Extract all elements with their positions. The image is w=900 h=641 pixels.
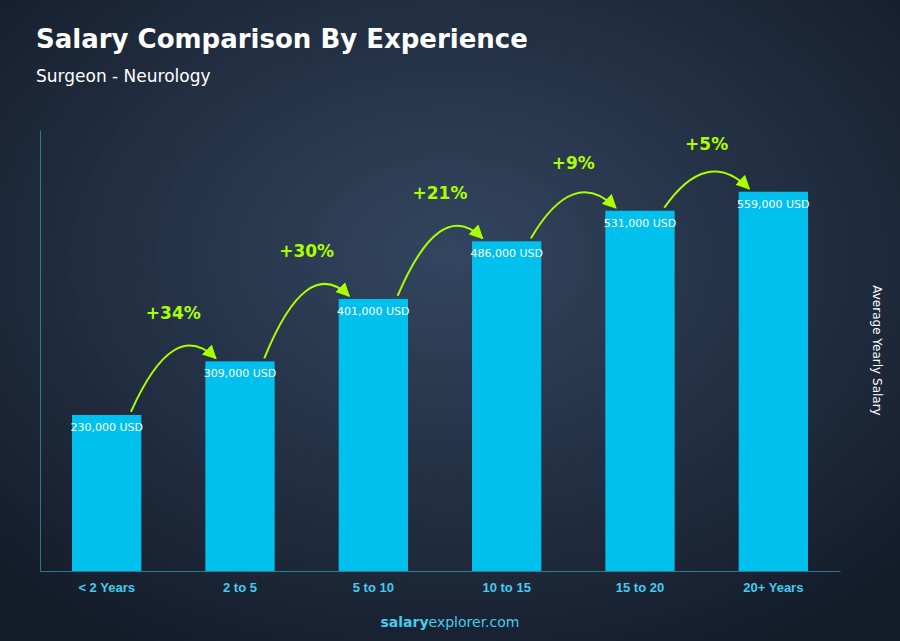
bar: [472, 241, 541, 571]
data-label: 486,000 USD: [470, 247, 543, 260]
data-label: 309,000 USD: [204, 367, 277, 380]
x-tick-label: 10 to 15: [482, 580, 530, 595]
x-tick-label: 2 to 5: [223, 580, 257, 595]
x-tick: 5 to 10: [353, 580, 394, 595]
watermark-part: salary: [381, 614, 429, 630]
y-axis: [40, 131, 41, 572]
x-tick-label: < 2 Years: [78, 580, 135, 595]
pct-arrow: [264, 284, 349, 358]
data-labels: 230,000 USD 309,000 USD 401,000 USD 486,000…: [70, 198, 809, 434]
bar: [339, 299, 408, 571]
bar: [605, 211, 674, 571]
x-tick-label: 15 to 20: [616, 580, 664, 595]
pct-label: +34%: [146, 303, 201, 323]
pct-arrow: [664, 172, 749, 208]
pct-label: +21%: [413, 183, 468, 203]
bars: [72, 192, 808, 571]
x-axis: < 2 Years 2 to 5 5 to 10 10 to 15 15 to 20 20…: [41, 572, 841, 596]
pct-label: +5%: [685, 134, 728, 154]
x-tick-label: 5 to 10: [353, 580, 394, 595]
bar: [72, 415, 141, 571]
data-label: 559,000 USD: [737, 198, 810, 211]
x-tick-label: 20+ Years: [743, 580, 803, 595]
data-label: 401,000 USD: [337, 305, 410, 318]
watermark-part: explorer.com: [429, 614, 520, 630]
bar: [739, 192, 808, 571]
plot: < 2 Years 2 to 5 5 to 10 10 to 15 15 to 20 20…: [41, 131, 841, 596]
chart-svg: Salary Comparison By Experience Surgeon -…: [0, 0, 900, 641]
bar: [205, 361, 274, 571]
pct-arrow: [131, 346, 216, 412]
x-tick: 20+ Years: [743, 580, 803, 595]
pct-label: +30%: [279, 241, 334, 261]
pct-label: +9%: [552, 153, 595, 173]
x-tick: 15 to 20: [616, 580, 664, 595]
annotations: +34% +30% +21% +9% +5%: [131, 134, 749, 412]
y-axis-label: Average Yearly Salary: [870, 285, 884, 415]
background: [0, 0, 900, 641]
pct-arrow: [398, 226, 483, 296]
watermark: salaryexplorer.com: [381, 614, 520, 630]
y-axis-line: [40, 131, 41, 572]
data-label: 531,000 USD: [604, 217, 677, 230]
x-tick: < 2 Years: [78, 580, 135, 595]
x-axis-line: [41, 571, 841, 572]
title: Salary Comparison By Experience: [36, 24, 528, 54]
subtitle: Surgeon - Neurology: [36, 66, 211, 86]
x-tick: 10 to 15: [482, 580, 530, 595]
pct-arrow: [531, 192, 616, 238]
data-label: 230,000 USD: [70, 421, 143, 434]
x-tick: 2 to 5: [223, 580, 257, 595]
